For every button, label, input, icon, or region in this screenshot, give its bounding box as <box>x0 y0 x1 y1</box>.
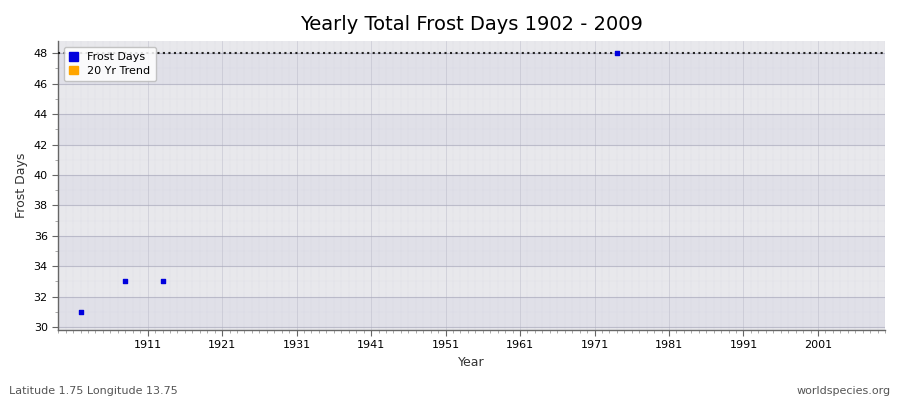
Bar <box>58 84 885 114</box>
Text: worldspecies.org: worldspecies.org <box>796 386 891 396</box>
Bar <box>58 236 885 266</box>
Text: Latitude 1.75 Longitude 13.75: Latitude 1.75 Longitude 13.75 <box>9 386 178 396</box>
Point <box>156 278 170 284</box>
Bar <box>58 205 885 236</box>
Bar <box>58 53 885 84</box>
Bar <box>58 175 885 205</box>
Y-axis label: Frost Days: Frost Days <box>15 153 28 218</box>
Legend: Frost Days, 20 Yr Trend: Frost Days, 20 Yr Trend <box>64 47 156 81</box>
Bar <box>58 114 885 144</box>
Bar <box>58 296 885 327</box>
Title: Yearly Total Frost Days 1902 - 2009: Yearly Total Frost Days 1902 - 2009 <box>301 15 643 34</box>
Point <box>74 308 88 315</box>
Bar <box>58 266 885 296</box>
Point <box>118 278 132 284</box>
Point <box>609 50 624 56</box>
Bar <box>58 144 885 175</box>
X-axis label: Year: Year <box>458 356 485 369</box>
